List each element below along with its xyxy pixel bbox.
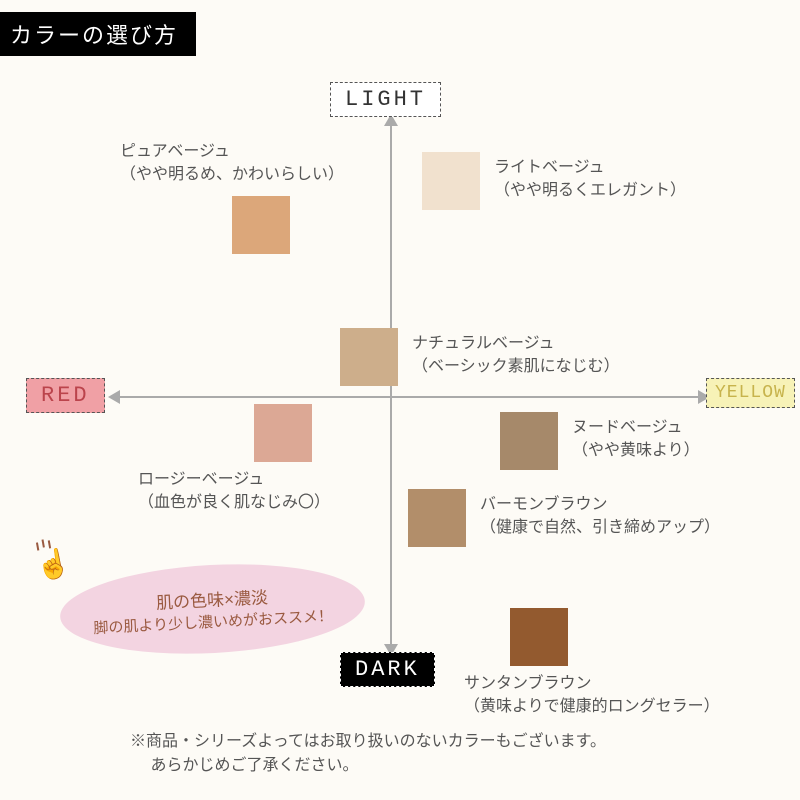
swatch-desc: （やや黄味より） <box>572 439 700 462</box>
swatch-desc: （やや明るめ、かわいらしい） <box>120 163 344 186</box>
tip-bubble: 肌の色味×濃淡 脚の肌より少し濃いめがおススメ！ <box>58 557 367 661</box>
swatch-vermon <box>408 489 466 547</box>
swatch-desc: （やや明るくエレガント） <box>494 179 686 202</box>
swatch-name: ライトベージュ <box>494 156 686 179</box>
swatch-desc: （黄味よりで健康的ロングセラー） <box>464 695 720 718</box>
footnote-line2: あらかじめご了承ください。 <box>130 754 606 778</box>
swatch-name: ピュアベージュ <box>120 140 344 163</box>
swatch-pure <box>232 196 290 254</box>
axis-label-red: RED <box>26 378 105 413</box>
axis-label-dark: DARK <box>340 652 435 687</box>
swatch-nude <box>500 412 558 470</box>
page-title: カラーの選び方 <box>0 12 196 56</box>
arrow-left-icon <box>108 390 120 404</box>
swatch-name: サンタンブラウン <box>464 672 720 695</box>
horizontal-axis <box>115 396 703 398</box>
footnote-line1: ※商品・シリーズよってはお取り扱いのないカラーもございます。 <box>130 730 606 754</box>
swatch-rosy <box>254 404 312 462</box>
swatch-label-natural: ナチュラルベージュ（ベーシック素肌になじむ） <box>412 332 620 378</box>
swatch-desc: （健康で自然、引き締めアップ） <box>480 516 720 539</box>
swatch-name: ヌードベージュ <box>572 416 700 439</box>
swatch-light <box>422 152 480 210</box>
swatch-natural <box>340 328 398 386</box>
axis-label-light: LIGHT <box>330 82 441 117</box>
swatch-desc: （ベーシック素肌になじむ） <box>412 355 620 378</box>
swatch-label-nude: ヌードベージュ（やや黄味より） <box>572 416 700 462</box>
swatch-label-vermon: バーモンブラウン（健康で自然、引き締めアップ） <box>480 493 720 539</box>
swatch-name: ナチュラルベージュ <box>412 332 620 355</box>
swatch-label-pure: ピュアベージュ（やや明るめ、かわいらしい） <box>120 140 344 186</box>
swatch-name: バーモンブラウン <box>480 493 720 516</box>
swatch-desc: （血色が良く肌なじみ〇） <box>138 491 330 514</box>
swatch-label-light: ライトベージュ（やや明るくエレガント） <box>494 156 686 202</box>
axis-label-yellow: YELLOW <box>706 378 795 408</box>
pointing-hand-icon: ☝ <box>33 545 73 584</box>
swatch-name: ロージーベージュ <box>138 468 330 491</box>
swatch-label-rosy: ロージーベージュ（血色が良く肌なじみ〇） <box>138 468 330 514</box>
swatch-suntan <box>510 608 568 666</box>
swatch-label-suntan: サンタンブラウン（黄味よりで健康的ロングセラー） <box>464 672 720 718</box>
footnote: ※商品・シリーズよってはお取り扱いのないカラーもございます。 あらかじめご了承く… <box>130 730 606 778</box>
